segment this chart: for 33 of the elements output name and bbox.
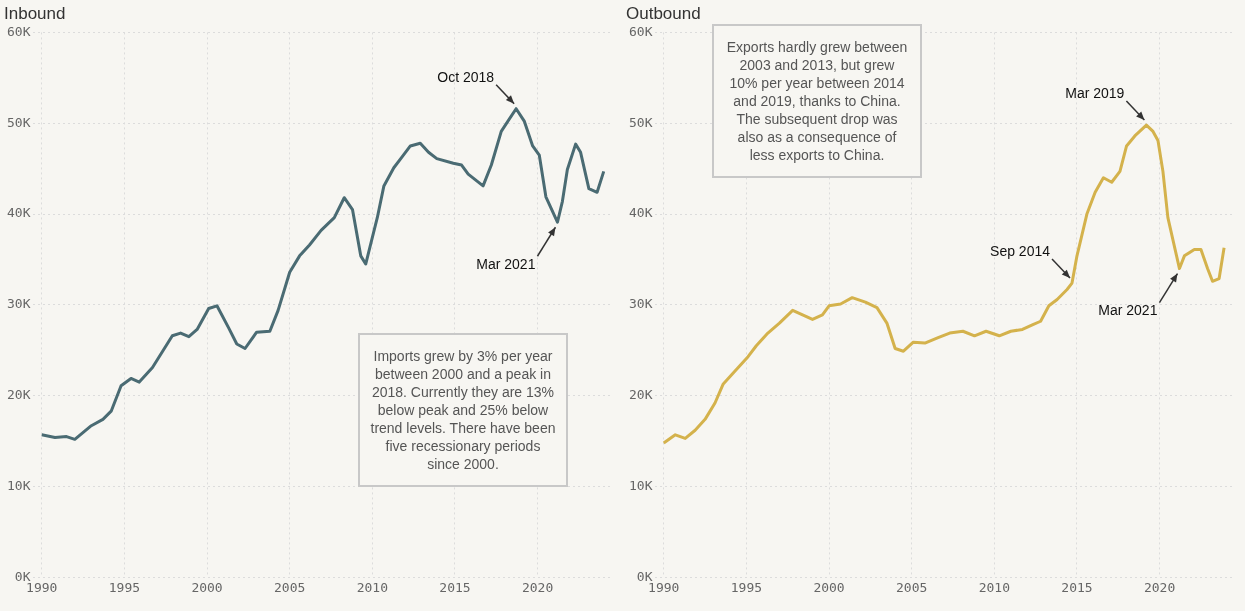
x-tick-label: 2010 (978, 579, 1010, 595)
y-tick-label: 20K (629, 387, 653, 403)
y-tick-label: 40K (7, 205, 31, 221)
annotation: Mar 2021 (476, 256, 536, 273)
x-tick-label: 2015 (439, 579, 471, 595)
x-tick-label: 2005 (274, 579, 306, 595)
x-tick-label: 2000 (813, 579, 845, 595)
chart-title: Outbound (626, 3, 701, 23)
x-tick-label: 1995 (108, 579, 141, 595)
annotation: Oct 2018 (437, 68, 495, 85)
x-tick-label: 2020 (1143, 579, 1176, 595)
annotation: Mar 2019 (1065, 84, 1125, 101)
y-tick-label: 60K (7, 23, 31, 39)
y-tick-label: 60K (629, 23, 653, 39)
annotation: Sep 2014 (990, 242, 1051, 259)
y-tick-label: 20K (7, 387, 31, 403)
annotation: Mar 2021 (1098, 302, 1158, 319)
y-tick-label: 50K (7, 114, 31, 130)
x-tick-label: 2015 (1061, 579, 1093, 595)
annotation: Exports hardly grew between 2003 and 2013, but grew 10% per year between 2014 and 2019, thanks to China. The subsequent drop was also as a consequence of less exports to China. (712, 24, 922, 178)
x-tick-label: 2005 (896, 579, 928, 595)
y-tick-label: 30K (7, 296, 31, 312)
y-tick-label: 50K (629, 114, 653, 130)
x-tick-label: 2000 (191, 579, 223, 595)
y-tick-label: 10K (629, 477, 653, 493)
chart-title: Inbound (4, 3, 66, 23)
x-tick-label: 2010 (356, 579, 388, 595)
x-tick-label: 2020 (521, 579, 554, 595)
annotation: Imports grew by 3% per year between 2000 and a peak in 2018. Currently they are 13% below peak and 25% below trend levels. There have been five recessionary periods since 2000. (358, 333, 568, 487)
y-tick-label: 40K (629, 205, 653, 221)
x-tick-label: 1995 (730, 579, 763, 595)
y-tick-label: 30K (629, 296, 653, 312)
y-tick-label: 10K (7, 477, 31, 493)
